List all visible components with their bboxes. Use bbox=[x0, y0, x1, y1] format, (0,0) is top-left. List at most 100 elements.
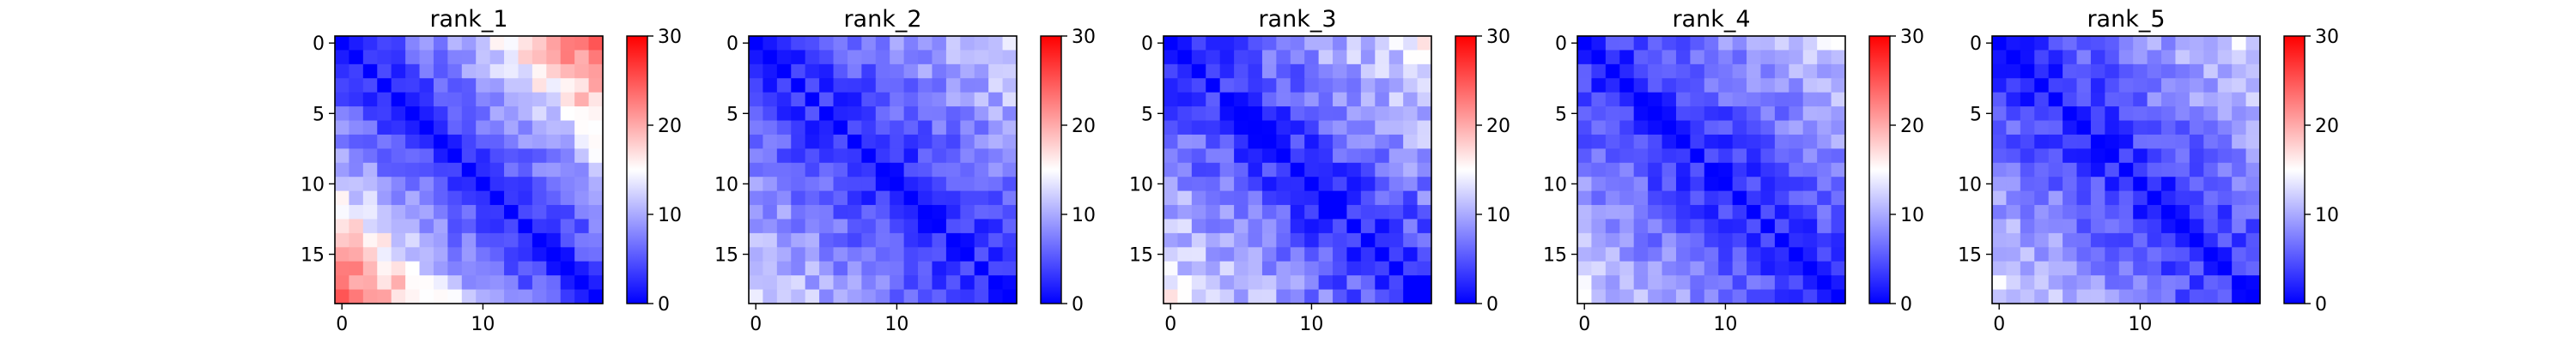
heatmap-cell bbox=[1577, 232, 1593, 248]
heatmap-cell bbox=[762, 92, 778, 107]
heatmap-cell bbox=[776, 50, 792, 65]
heatmap-cell bbox=[1747, 289, 1762, 304]
heatmap-cell bbox=[476, 289, 491, 304]
heatmap-cell bbox=[1591, 261, 1607, 276]
heatmap-cell bbox=[2076, 78, 2092, 93]
heatmap-cell bbox=[2048, 106, 2063, 122]
heatmap-cell bbox=[2203, 177, 2219, 192]
heatmap-cell bbox=[2245, 275, 2261, 291]
heatmap-cell bbox=[489, 205, 505, 220]
heatmap-cell bbox=[518, 205, 533, 220]
heatmap-cell bbox=[1648, 162, 1663, 178]
heatmap-cell bbox=[1789, 134, 1804, 149]
heatmap-cell bbox=[1002, 219, 1018, 234]
heatmap-cell bbox=[1276, 261, 1291, 276]
heatmap-cell bbox=[1248, 92, 1263, 107]
heatmap-cell bbox=[1591, 106, 1607, 122]
heatmap-cell bbox=[2175, 36, 2190, 51]
heatmap-cell bbox=[1360, 247, 1376, 262]
heatmap-cell bbox=[1619, 50, 1635, 65]
heatmap-cell bbox=[405, 177, 421, 192]
heatmap-cell bbox=[362, 63, 378, 79]
heatmap-cell bbox=[447, 106, 463, 122]
heatmap-cell bbox=[1605, 162, 1620, 178]
heatmap-cell bbox=[1177, 63, 1193, 79]
heatmap-cell bbox=[1789, 232, 1804, 248]
heatmap-cell bbox=[1577, 120, 1593, 135]
heatmap-cell bbox=[1276, 275, 1291, 291]
heatmap-cell bbox=[1732, 177, 1747, 192]
heatmap-cell bbox=[546, 275, 562, 291]
heatmap-cell bbox=[2105, 36, 2120, 51]
heatmap-cell bbox=[2189, 190, 2204, 206]
heatmap-cell bbox=[1346, 134, 1362, 149]
y-tick-label: 10 bbox=[714, 174, 738, 196]
heatmap-cell bbox=[2020, 36, 2035, 51]
heatmap-cell bbox=[903, 219, 919, 234]
heatmap-cell bbox=[2048, 219, 2063, 234]
heatmap-cell bbox=[749, 78, 764, 93]
heatmap-cell bbox=[1992, 247, 2008, 262]
heatmap-cell bbox=[1417, 120, 1432, 135]
heatmap-cell bbox=[1591, 275, 1607, 291]
heatmap-cell bbox=[1290, 148, 1305, 164]
heatmap-cell bbox=[2189, 261, 2204, 276]
heatmap-cell bbox=[335, 247, 350, 262]
heatmap-cell bbox=[574, 275, 590, 291]
heatmap-cell bbox=[1633, 275, 1649, 291]
heatmap-cell bbox=[791, 205, 806, 220]
heatmap-cell bbox=[1219, 289, 1235, 304]
heatmap-cell bbox=[2232, 247, 2247, 262]
heatmap-cell bbox=[2217, 148, 2233, 164]
heatmap-cell bbox=[918, 36, 933, 51]
heatmap-cell bbox=[819, 134, 835, 149]
heatmap-cell bbox=[1417, 261, 1432, 276]
heatmap-cell bbox=[419, 92, 434, 107]
heatmap-cell bbox=[1360, 289, 1376, 304]
heatmap-cell bbox=[1346, 50, 1362, 65]
heatmap-cell bbox=[1375, 247, 1390, 262]
heatmap-cell bbox=[546, 92, 562, 107]
heatmap-cell bbox=[1633, 261, 1649, 276]
heatmap-cell bbox=[1662, 247, 1677, 262]
heatmap-cell bbox=[362, 261, 378, 276]
heatmap-cell bbox=[1760, 106, 1776, 122]
heatmap-cell bbox=[890, 275, 905, 291]
heatmap-cell bbox=[2232, 106, 2247, 122]
heatmap-cell bbox=[1591, 120, 1607, 135]
heatmap-cell bbox=[1774, 219, 1789, 234]
heatmap-cell bbox=[1831, 63, 1846, 79]
heatmap-cell bbox=[1346, 261, 1362, 276]
heatmap-cell bbox=[2006, 162, 2021, 178]
heatmap-cell bbox=[819, 148, 835, 164]
heatmap-cell bbox=[2133, 177, 2148, 192]
heatmap-cell bbox=[776, 190, 792, 206]
heatmap-cell bbox=[2245, 63, 2261, 79]
heatmap-cell bbox=[588, 134, 604, 149]
heatmap-cell bbox=[377, 247, 392, 262]
x-tick-label: 0 bbox=[1164, 314, 1176, 335]
heatmap-cell bbox=[1346, 247, 1362, 262]
heatmap-cell bbox=[433, 219, 448, 234]
heatmap-cell bbox=[1591, 205, 1607, 220]
heatmap-cell bbox=[2147, 232, 2162, 248]
heatmap-cell bbox=[2147, 50, 2162, 65]
heatmap-cell bbox=[2105, 134, 2120, 149]
heatmap-cell bbox=[1789, 219, 1804, 234]
heatmap-cell bbox=[335, 134, 350, 149]
heatmap-cell bbox=[1789, 247, 1804, 262]
heatmap-cell bbox=[1333, 120, 1348, 135]
heatmap-cell bbox=[1417, 148, 1432, 164]
heatmap-cell bbox=[2118, 134, 2134, 149]
heatmap-cell bbox=[2232, 275, 2247, 291]
heatmap-cell bbox=[1388, 120, 1404, 135]
heatmap-cell bbox=[2048, 63, 2063, 79]
heatmap-cell bbox=[1774, 36, 1789, 51]
heatmap-cell bbox=[1360, 78, 1376, 93]
heatmap-cell bbox=[1732, 78, 1747, 93]
heatmap-cell bbox=[932, 219, 947, 234]
heatmap-cell bbox=[988, 120, 1004, 135]
heatmap-cell bbox=[1747, 63, 1762, 79]
heatmap-cell bbox=[2133, 63, 2148, 79]
heatmap-cell bbox=[1662, 261, 1677, 276]
